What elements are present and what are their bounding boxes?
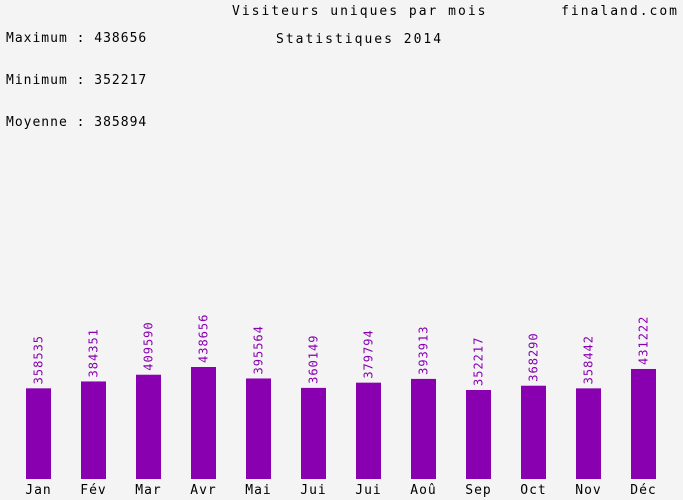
- value-label-5: 360149: [307, 335, 321, 384]
- value-label-10: 358442: [582, 335, 596, 384]
- category-label-6: Jui: [355, 483, 381, 498]
- value-label-0: 358535: [32, 335, 46, 384]
- value-label-4: 395564: [252, 325, 266, 374]
- value-label-11: 431222: [637, 316, 651, 365]
- bar-6: [356, 382, 381, 479]
- category-label-11: Déc: [630, 483, 656, 498]
- value-label-2: 409590: [142, 321, 156, 370]
- category-label-3: Avr: [190, 483, 216, 498]
- category-label-9: Oct: [520, 483, 546, 498]
- category-label-7: Aoû: [410, 483, 436, 498]
- bar-3: [191, 367, 216, 479]
- stats-summary: Maximum : 438656 Minimum : 352217 Moyenn…: [6, 4, 147, 144]
- bar-9: [521, 385, 546, 479]
- bar-11: [631, 368, 656, 479]
- value-label-6: 379794: [362, 329, 376, 378]
- bar-0: [26, 388, 51, 479]
- bar-7: [411, 378, 436, 479]
- bar-10: [576, 388, 601, 479]
- site-link[interactable]: finaland.com: [561, 4, 679, 19]
- chart-title: Visiteurs uniques par mois: [232, 4, 488, 19]
- value-label-7: 393913: [417, 326, 431, 375]
- bar-5: [301, 387, 326, 479]
- value-label-8: 352217: [472, 337, 486, 386]
- category-label-10: Nov: [575, 483, 601, 498]
- value-label-3: 438656: [197, 314, 211, 363]
- bar-2: [136, 374, 161, 479]
- value-label-1: 384351: [87, 328, 101, 377]
- maximum-label: Maximum : 438656: [6, 31, 148, 46]
- category-label-1: Fév: [80, 483, 106, 498]
- bar-4: [246, 378, 271, 479]
- chart-subtitle: Statistiques 2014: [276, 32, 444, 47]
- bar-8: [466, 390, 491, 479]
- category-label-0: Jan: [25, 483, 51, 498]
- value-label-9: 368290: [527, 332, 541, 381]
- average-label: Moyenne : 385894: [6, 115, 148, 130]
- category-label-8: Sep: [465, 483, 491, 498]
- category-label-2: Mar: [135, 483, 161, 498]
- category-label-5: Jui: [300, 483, 326, 498]
- category-label-4: Mai: [245, 483, 271, 498]
- bar-1: [81, 381, 106, 479]
- minimum-label: Minimum : 352217: [6, 73, 148, 88]
